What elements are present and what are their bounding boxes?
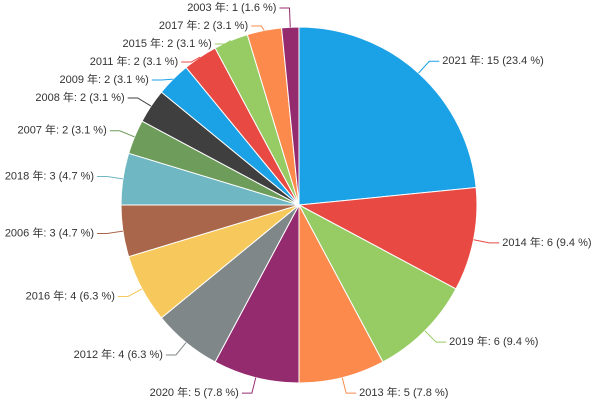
- leader-line: [214, 40, 232, 45]
- leader-line: [251, 25, 265, 31]
- data-label: 2003 年: 1 (1.6 %): [187, 0, 276, 14]
- leader-line: [151, 78, 174, 81]
- leader-line: [473, 239, 500, 244]
- data-label: 2006 年: 3 (4.7 %): [5, 225, 94, 239]
- leader-line: [127, 97, 152, 107]
- leader-line: [97, 230, 124, 234]
- leader-line: [97, 176, 124, 180]
- data-label: 2017 年: 2 (3.1 %): [159, 18, 248, 32]
- data-label: 2008 年: 2 (3.1 %): [35, 90, 124, 104]
- pie-slice: [298, 26, 477, 206]
- leader-line: [241, 377, 257, 394]
- leader-line: [424, 330, 447, 343]
- data-label: 2021 年: 15 (23.4 %): [442, 53, 544, 67]
- data-label: 2020 年: 5 (7.8 %): [150, 385, 239, 399]
- data-label: 2007 年: 2 (3.1 %): [17, 123, 106, 137]
- leader-line: [165, 342, 187, 356]
- data-label: 2015 年: 2 (3.1 %): [122, 36, 211, 50]
- data-label: 2011 年: 2 (3.1 %): [90, 54, 178, 68]
- leader-line: [109, 130, 135, 138]
- data-label: 2019 年: 6 (9.4 %): [449, 334, 538, 348]
- leader-line: [341, 377, 357, 394]
- data-label: 2009 年: 2 (3.1 %): [60, 72, 149, 86]
- data-label: 2014 年: 6 (9.4 %): [502, 235, 591, 249]
- data-label: 2013 年: 5 (7.8 %): [359, 385, 448, 399]
- leader-line: [279, 7, 291, 28]
- data-label: 2016 年: 4 (6.3 %): [26, 288, 115, 302]
- leader-line: [418, 60, 440, 74]
- data-label: 2012 年: 4 (6.3 %): [74, 347, 163, 361]
- leader-line: [181, 56, 201, 63]
- data-label: 2018 年: 3 (4.7 %): [5, 168, 94, 182]
- leader-line: [117, 288, 143, 297]
